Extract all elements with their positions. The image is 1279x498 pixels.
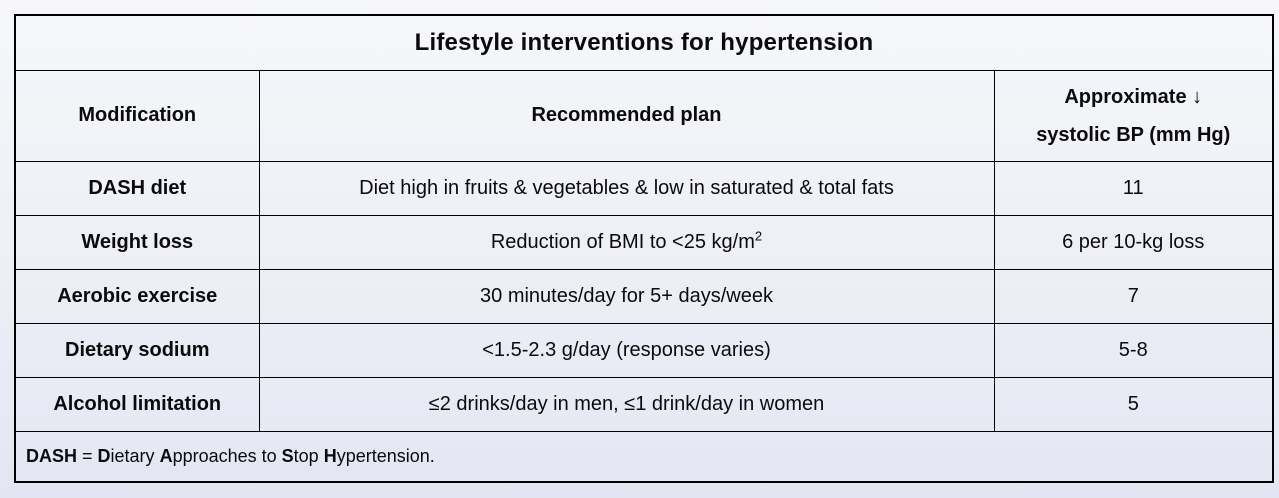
plan-text: Reduction of BMI to <25 kg/m [490, 230, 755, 253]
column-header-approximate-systolic-bp: Approximate ↓ systolic BP (mm Hg) [993, 69, 1274, 162]
footnote-text: ypertension. [336, 446, 435, 467]
bp-header-line2: systolic BP (mm Hg) [1036, 123, 1231, 146]
footnote-text: ietary [110, 446, 160, 467]
table-row-alcohol-limitation: Alcohol limitation ≤2 drinks/day in men,… [14, 377, 1274, 433]
table-title-row: Lifestyle interventions for hypertension [14, 14, 1274, 71]
plan-cell: Diet high in fruits & vegetables & low i… [258, 160, 995, 216]
bp-cell: 11 [993, 160, 1274, 216]
plan-cell: ≤2 drinks/day in men, ≤1 drink/day in wo… [258, 377, 995, 433]
table-footnote: DASH = Dietary Approaches to Stop Hypert… [14, 431, 1274, 483]
modification-cell: Aerobic exercise [14, 269, 260, 325]
footnote-initial-h: H [323, 446, 337, 467]
bp-cell: 5-8 [993, 323, 1274, 379]
column-header-recommended-plan: Recommended plan [258, 69, 995, 162]
bp-cell: 6 per 10-kg loss [993, 214, 1274, 271]
modification-cell: DASH diet [14, 160, 260, 216]
table-row-weight-loss: Weight loss Reduction of BMI to <25 kg/m… [14, 214, 1274, 271]
table-row-aerobic-exercise: Aerobic exercise 30 minutes/day for 5+ d… [14, 269, 1274, 325]
bp-header-line1: Approximate ↓ [1064, 85, 1203, 108]
plan-superscript: 2 [754, 228, 763, 244]
table-row-dietary-sodium: Dietary sodium <1.5-2.3 g/day (response … [14, 323, 1274, 379]
footnote-initial-s: S [281, 446, 294, 467]
table-row-dash-diet: DASH diet Diet high in fruits & vegetabl… [14, 160, 1274, 216]
table-footnote-row: DASH = Dietary Approaches to Stop Hypert… [14, 431, 1274, 483]
hypertension-table: Lifestyle interventions for hypertension… [14, 14, 1274, 483]
modification-cell: Weight loss [14, 214, 260, 271]
plan-cell: 30 minutes/day for 5+ days/week [258, 269, 995, 325]
modification-cell: Alcohol limitation [14, 377, 260, 433]
table-title: Lifestyle interventions for hypertension [14, 14, 1274, 71]
footnote-text: pproaches to [172, 446, 282, 467]
modification-cell: Dietary sodium [14, 323, 260, 379]
footnote-text: = [77, 446, 98, 467]
footnote-initial-a: A [159, 446, 173, 467]
plan-cell: <1.5-2.3 g/day (response varies) [258, 323, 995, 379]
column-header-modification: Modification [14, 69, 260, 162]
footnote-text: top [293, 446, 324, 467]
footnote-dash-abbrev: DASH [26, 446, 78, 467]
plan-cell: Reduction of BMI to <25 kg/m2 [258, 214, 995, 271]
footnote-initial-d: D [97, 446, 111, 467]
bp-cell: 7 [993, 269, 1274, 325]
table-header-row: Modification Recommended plan Approximat… [14, 69, 1274, 162]
bp-cell: 5 [993, 377, 1274, 433]
